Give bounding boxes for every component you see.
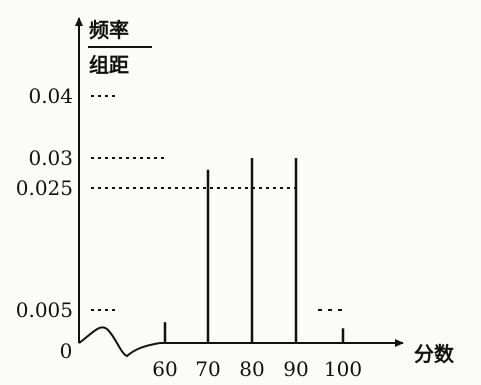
y-tick-label: 0.04 <box>28 84 73 108</box>
x-tick-label: 90 <box>283 357 308 381</box>
x-axis-break <box>78 326 161 358</box>
x-tick-label: 100 <box>324 357 362 381</box>
x-tick-label: 70 <box>195 357 220 381</box>
y-axis-title-numerator: 频率 <box>89 18 129 42</box>
y-tick-label: 0.025 <box>16 176 73 200</box>
y-tick-label: 0.005 <box>16 298 73 322</box>
x-tick-label: 80 <box>239 357 264 381</box>
origin-label: 0 <box>60 339 73 363</box>
y-tick-label: 0.03 <box>28 146 73 170</box>
x-axis-title: 分数 <box>414 342 455 366</box>
y-axis-title-denominator: 组距 <box>89 53 129 77</box>
x-tick-label: 60 <box>152 357 177 381</box>
